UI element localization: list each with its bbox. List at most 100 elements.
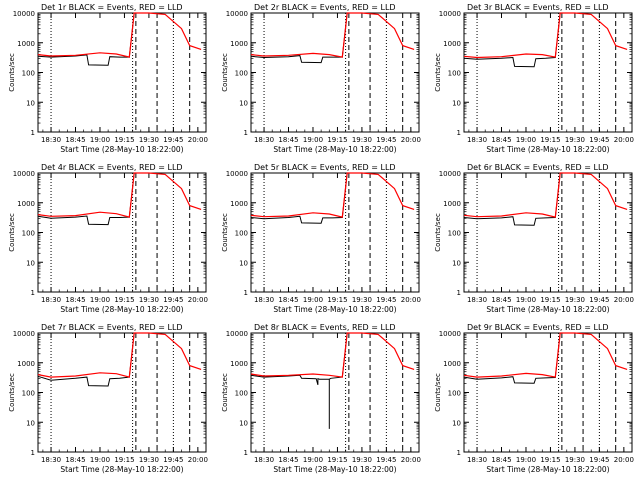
x-tick-label: 20:00 [401,136,421,144]
chart-title: Det 4r BLACK = Events, RED = LLD [41,163,183,172]
y-tick-label: 100 [448,390,461,398]
x-tick-label: 20:00 [401,296,421,304]
events-series-line [463,12,561,68]
x-tick-label: 18:45 [65,456,85,464]
y-tick-label: 10000 [226,10,248,18]
plot-frame [463,12,633,133]
x-tick-label: 18:30 [41,456,61,464]
y-tick-label: 10000 [439,10,461,18]
y-tick-label: 100 [448,70,461,78]
y-tick-label: 10000 [226,330,248,338]
detector-chart-9: Det 9r BLACK = Events, RED = LLD 1 10 100 10… [434,323,634,474]
x-tick-label: 20:00 [188,136,208,144]
x-axis-label: Start Time (28-May-10 18:22:00) [273,465,396,474]
y-tick-label: 1000 [17,360,35,368]
y-axis-label: Counts/sec [434,373,442,412]
x-tick-label: 18:30 [254,296,274,304]
events-series-line [250,332,348,429]
events-series-line [250,172,348,224]
x-tick-label: 18:30 [467,456,487,464]
x-tick-label: 19:30 [565,136,585,144]
y-tick-label: 1000 [17,200,35,208]
plot-frame [250,12,420,133]
detector-chart-5: Det 5r BLACK = Events, RED = LLD 1 10 100 10… [221,163,421,314]
y-axis-label: Counts/sec [221,373,229,412]
y-tick-label: 1 [31,449,35,457]
x-tick-label: 19:45 [589,456,609,464]
x-tick-label: 19:45 [163,456,183,464]
x-tick-label: 18:45 [278,136,298,144]
x-tick-label: 20:00 [614,296,634,304]
chart-title: Det 9r BLACK = Events, RED = LLD [467,323,609,332]
y-tick-label: 1000 [230,40,248,48]
y-tick-label: 1 [244,289,248,297]
y-tick-label: 10000 [13,170,35,178]
detector-chart-7: Det 7r BLACK = Events, RED = LLD 1 10 100 10… [8,323,208,474]
chart-title: Det 5r BLACK = Events, RED = LLD [254,163,396,172]
x-axis-label: Start Time (28-May-10 18:22:00) [486,305,609,314]
x-tick-label: 19:15 [114,456,134,464]
chart-title: Det 2r BLACK = Events, RED = LLD [254,3,396,12]
x-tick-label: 19:30 [565,296,585,304]
lld-series-line [37,332,202,378]
x-tick-label: 18:45 [491,136,511,144]
lld-series-line [250,172,415,218]
detector-chart-4: Det 4r BLACK = Events, RED = LLD 1 10 100 10… [8,163,208,314]
x-tick-label: 19:15 [114,136,134,144]
x-axis-label: Start Time (28-May-10 18:22:00) [273,145,396,154]
y-tick-label: 10 [26,259,35,267]
x-tick-label: 20:00 [614,136,634,144]
x-tick-label: 19:00 [90,136,110,144]
x-axis-label: Start Time (28-May-10 18:22:00) [60,465,183,474]
x-tick-label: 20:00 [188,296,208,304]
events-series-line [463,332,561,384]
y-tick-label: 10 [239,259,248,267]
x-tick-label: 19:30 [139,296,159,304]
plot-frame [463,172,633,293]
detector-chart-6: Det 6r BLACK = Events, RED = LLD 1 10 100 10… [434,163,634,314]
y-axis-label: Counts/sec [434,213,442,252]
x-tick-label: 18:45 [491,296,511,304]
y-tick-label: 10 [452,419,461,427]
y-tick-label: 1 [244,129,248,137]
y-tick-label: 1000 [230,200,248,208]
y-tick-label: 1000 [17,40,35,48]
lld-series-line [37,172,202,218]
y-tick-label: 10 [452,99,461,107]
x-tick-label: 18:45 [65,296,85,304]
x-tick-label: 19:00 [90,296,110,304]
x-axis-label: Start Time (28-May-10 18:22:00) [486,465,609,474]
chart-title: Det 7r BLACK = Events, RED = LLD [41,323,183,332]
x-tick-label: 19:45 [589,296,609,304]
y-tick-label: 1000 [443,40,461,48]
y-tick-label: 10000 [13,330,35,338]
x-tick-label: 19:45 [163,296,183,304]
events-series-line [37,12,135,66]
y-tick-label: 1000 [230,360,248,368]
x-tick-label: 20:00 [401,456,421,464]
y-tick-label: 10 [239,419,248,427]
x-axis-label: Start Time (28-May-10 18:22:00) [273,305,396,314]
lld-series-line [463,172,628,218]
x-tick-label: 18:45 [65,136,85,144]
detector-chart-1: Det 1r BLACK = Events, RED = LLD 1 10 100 10… [8,3,208,154]
y-tick-label: 100 [22,390,35,398]
y-tick-label: 100 [235,390,248,398]
plot-frame [37,332,207,453]
x-tick-label: 18:45 [278,296,298,304]
x-tick-label: 19:00 [303,296,323,304]
x-tick-label: 18:30 [254,456,274,464]
x-tick-label: 18:45 [278,456,298,464]
chart-title: Det 8r BLACK = Events, RED = LLD [254,323,396,332]
lld-series-line [37,12,202,58]
y-tick-label: 1000 [443,200,461,208]
x-tick-label: 18:30 [41,136,61,144]
chart-title: Det 1r BLACK = Events, RED = LLD [41,3,183,12]
x-tick-label: 19:30 [139,136,159,144]
y-tick-label: 10 [26,99,35,107]
y-tick-label: 10 [26,419,35,427]
x-tick-label: 18:45 [491,456,511,464]
y-tick-label: 10000 [439,170,461,178]
x-axis-label: Start Time (28-May-10 18:22:00) [60,145,183,154]
